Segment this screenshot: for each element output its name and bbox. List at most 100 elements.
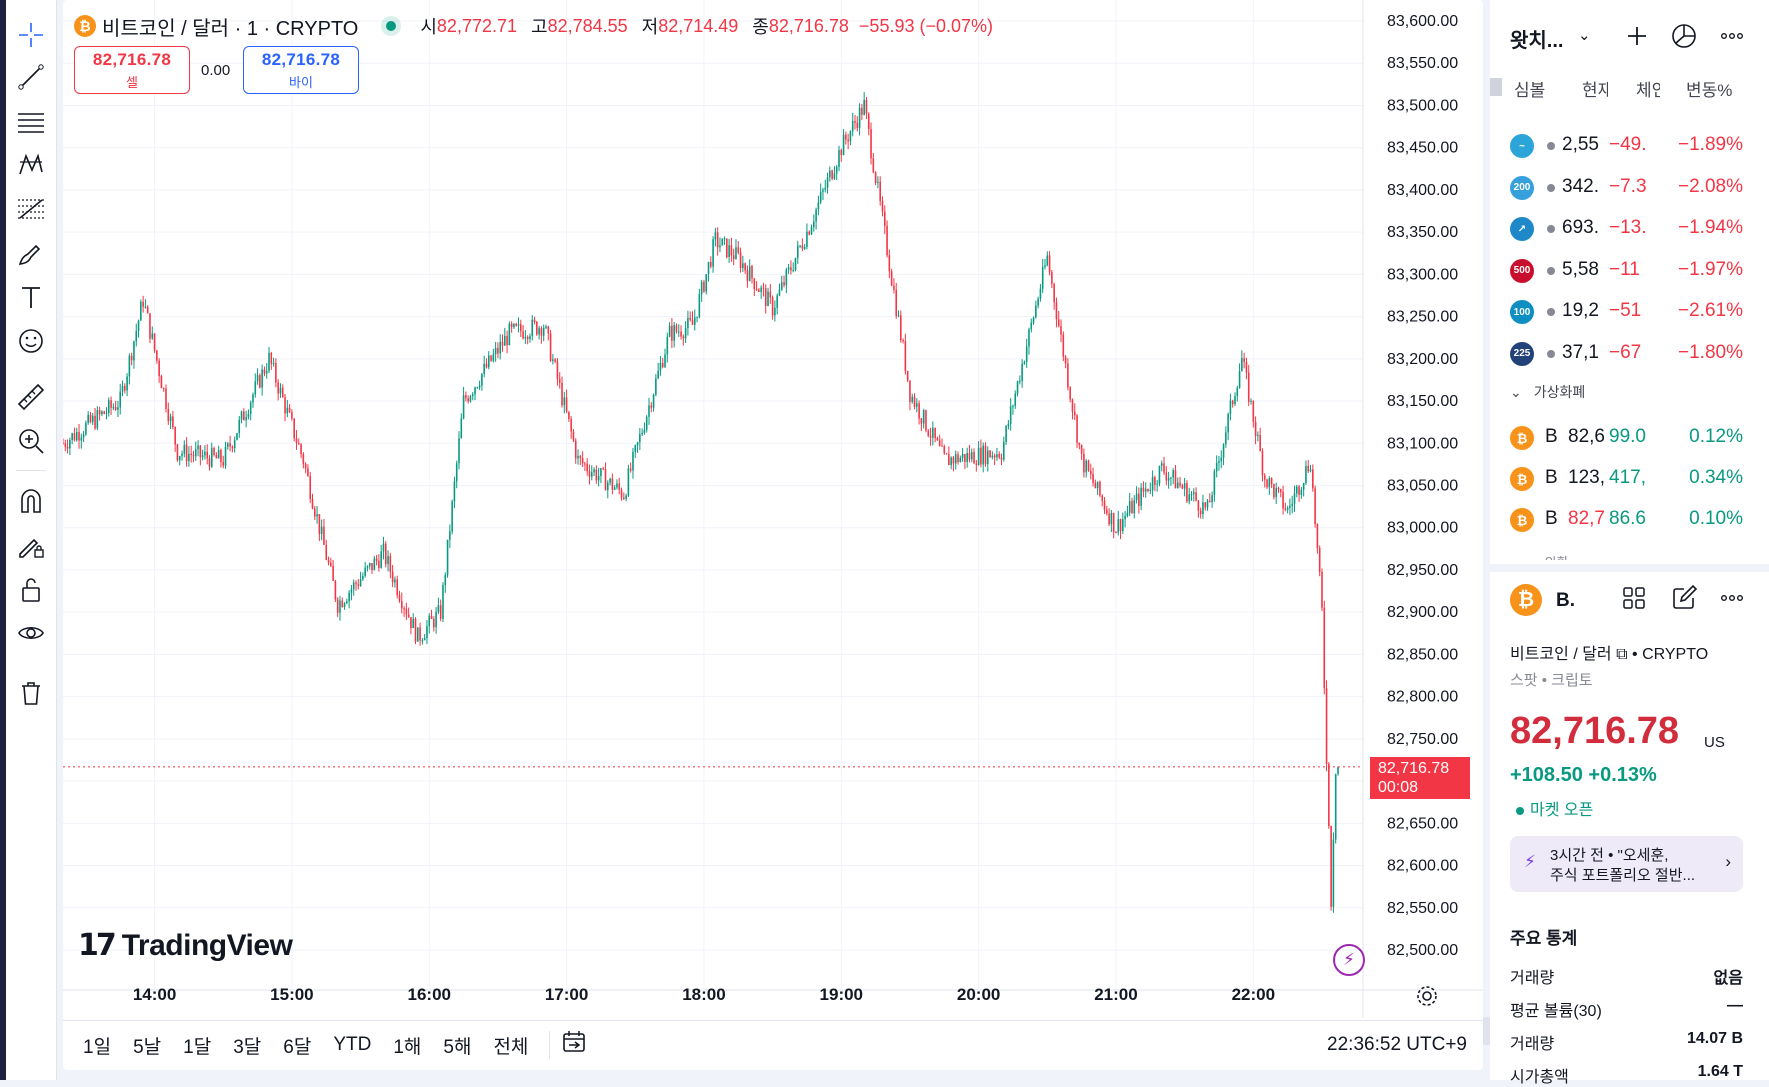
candle-body: [66, 446, 69, 449]
fib-icon[interactable]: [14, 192, 48, 226]
candle-body: [215, 454, 218, 459]
range-1m[interactable]: 1달: [183, 1036, 212, 1058]
price-chart[interactable]: 83,600.00 83,550.00 83,500.00 83,450.00 83,4…: [63, 0, 1483, 1018]
zoom-in-icon[interactable]: [14, 424, 48, 458]
col-last[interactable]: 현재: [1582, 81, 1608, 100]
chart-panel[interactable]: 83,600.00 83,550.00 83,500.00 83,450.00 83,4…: [63, 0, 1483, 1070]
candle-body: [776, 295, 778, 308]
details-exchange[interactable]: CRYPTO: [1642, 646, 1709, 663]
range-3m[interactable]: 3달: [233, 1036, 262, 1058]
candle-body: [247, 413, 250, 418]
col-symbol[interactable]: 심볼: [1514, 81, 1546, 100]
settings-gear-icon[interactable]: [1415, 984, 1439, 1008]
range-6m[interactable]: 6달: [283, 1036, 312, 1058]
trend-line-icon[interactable]: [14, 60, 48, 94]
text-icon[interactable]: [14, 280, 48, 314]
candle-body: [993, 455, 996, 458]
candle-body: [774, 307, 776, 316]
candle-body: [986, 450, 989, 465]
candle-body: [893, 285, 895, 290]
range-5d[interactable]: 5날: [133, 1036, 162, 1058]
watchlist-row[interactable]: ↗ 693. −13. −1.94%: [1490, 211, 1769, 247]
watchlist-row[interactable]: 500 5,58 −11 −1.97%: [1490, 253, 1769, 289]
candle-body: [970, 452, 973, 460]
trash-icon[interactable]: [14, 676, 48, 710]
section-forex-peek[interactable]: ⌄ 외환: [1530, 552, 1568, 560]
tradingview-watermark[interactable]: 17 TradingView: [78, 928, 293, 963]
candle-body: [703, 281, 705, 292]
chevron-down-icon[interactable]: ⌄: [1578, 27, 1591, 44]
clock[interactable]: 22:36:52 UTC+9: [1327, 1034, 1467, 1055]
status-dot: [1547, 308, 1555, 316]
range-all[interactable]: 전체: [493, 1036, 529, 1058]
symbol-title[interactable]: 비트코인 / 달러 · 1 · CRYPTO: [102, 17, 359, 40]
horizontal-lines-icon[interactable]: [14, 104, 48, 138]
pattern-icon[interactable]: [14, 148, 48, 182]
emoji-icon[interactable]: [14, 324, 48, 358]
watchlist-row[interactable]: 225 37,1 −67 −1.80%: [1490, 336, 1769, 372]
candle-body: [810, 227, 813, 235]
watchlist-title[interactable]: 왓치...: [1510, 30, 1564, 52]
candle-body: [485, 363, 488, 368]
range-5y[interactable]: 5해: [443, 1036, 472, 1058]
ruler-icon[interactable]: [14, 380, 48, 414]
brush-icon[interactable]: [14, 236, 48, 270]
candle-body: [487, 355, 490, 368]
watchlist-row[interactable]: ~2,55 −49. −1.89%: [1490, 128, 1769, 164]
candle-body: [831, 170, 833, 179]
candle-body: [625, 495, 627, 499]
details-symbol[interactable]: B.: [1556, 590, 1575, 611]
price-axis-label: 83,250.00: [1387, 309, 1458, 326]
sell-button[interactable]: 82,716.78 셀: [74, 46, 190, 94]
magnet-icon[interactable]: [14, 484, 48, 518]
candle-body: [526, 336, 529, 340]
panel-collapse-handle[interactable]: [1483, 1017, 1490, 1045]
buy-button[interactable]: 82,716.78 바이: [243, 46, 359, 94]
advanced-view-icon[interactable]: [1668, 20, 1700, 52]
candle-body: [220, 450, 222, 462]
candle-body: [336, 599, 339, 613]
range-1d[interactable]: 1일: [83, 1036, 112, 1058]
col-change[interactable]: 체인: [1636, 81, 1660, 100]
watchlist-header: 왓치... ⌄: [1490, 0, 1769, 72]
details-category: 스팟 • 크립토: [1510, 672, 1593, 689]
lightning-icon[interactable]: ⚡: [1333, 944, 1365, 976]
news-card[interactable]: ⚡ 3시간 전 • "오세훈, 주식 포트폴리오 절반... ›: [1510, 836, 1743, 892]
watchlist-row[interactable]: 100 19,2 −51 −2.61%: [1490, 294, 1769, 330]
crosshair-icon[interactable]: [14, 18, 48, 52]
external-link-icon[interactable]: ⧉: [1616, 646, 1628, 663]
candle-body: [78, 431, 80, 441]
candle-body: [623, 497, 625, 499]
buy-price: 82,716.78: [261, 49, 341, 69]
range-ytd[interactable]: YTD: [333, 1034, 372, 1055]
date-range-icon[interactable]: [560, 1028, 588, 1062]
candle-body: [281, 387, 284, 398]
candle-body: [705, 274, 708, 292]
watchlist-row[interactable]: ₿ B 82,7 86.6 0.10%: [1490, 502, 1769, 538]
lock-drawing-icon[interactable]: [14, 528, 48, 562]
edit-note-icon[interactable]: [1668, 582, 1700, 614]
grid-view-icon[interactable]: [1618, 582, 1650, 614]
section-crypto[interactable]: ⌄ 가상화폐: [1510, 382, 1585, 402]
watchlist-row[interactable]: 200 342. −7.3 −2.08%: [1490, 170, 1769, 206]
candle-body: [236, 433, 238, 440]
candle-body: [277, 382, 279, 394]
eye-icon[interactable]: [14, 616, 48, 650]
candle-body: [728, 245, 730, 258]
candle-body: [89, 414, 92, 423]
more-menu-icon[interactable]: [1716, 20, 1748, 52]
range-1y[interactable]: 1해: [393, 1036, 422, 1058]
watchlist-row[interactable]: ₿ B 123, 417, 0.34%: [1490, 461, 1769, 497]
candle-body: [94, 415, 96, 429]
add-symbol-icon[interactable]: [1621, 20, 1653, 52]
more-menu-icon[interactable]: [1716, 582, 1748, 614]
column-resize-handle[interactable]: [1490, 78, 1502, 96]
candle-body: [847, 139, 849, 142]
watchlist-row[interactable]: ₿ B 82,6 99.0 0.12%: [1490, 420, 1769, 456]
col-change-pct[interactable]: 변동%: [1686, 81, 1733, 100]
candle-body: [508, 323, 511, 346]
candle-body: [503, 336, 506, 346]
unlock-icon[interactable]: [14, 572, 48, 606]
candle-body: [510, 323, 513, 328]
details-header: ₿ B.: [1490, 584, 1769, 620]
